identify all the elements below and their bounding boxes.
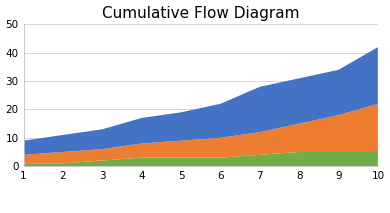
Legend: Done, In Progress, To Do: Done, In Progress, To Do bbox=[111, 211, 290, 213]
Title: Cumulative Flow Diagram: Cumulative Flow Diagram bbox=[102, 6, 300, 21]
